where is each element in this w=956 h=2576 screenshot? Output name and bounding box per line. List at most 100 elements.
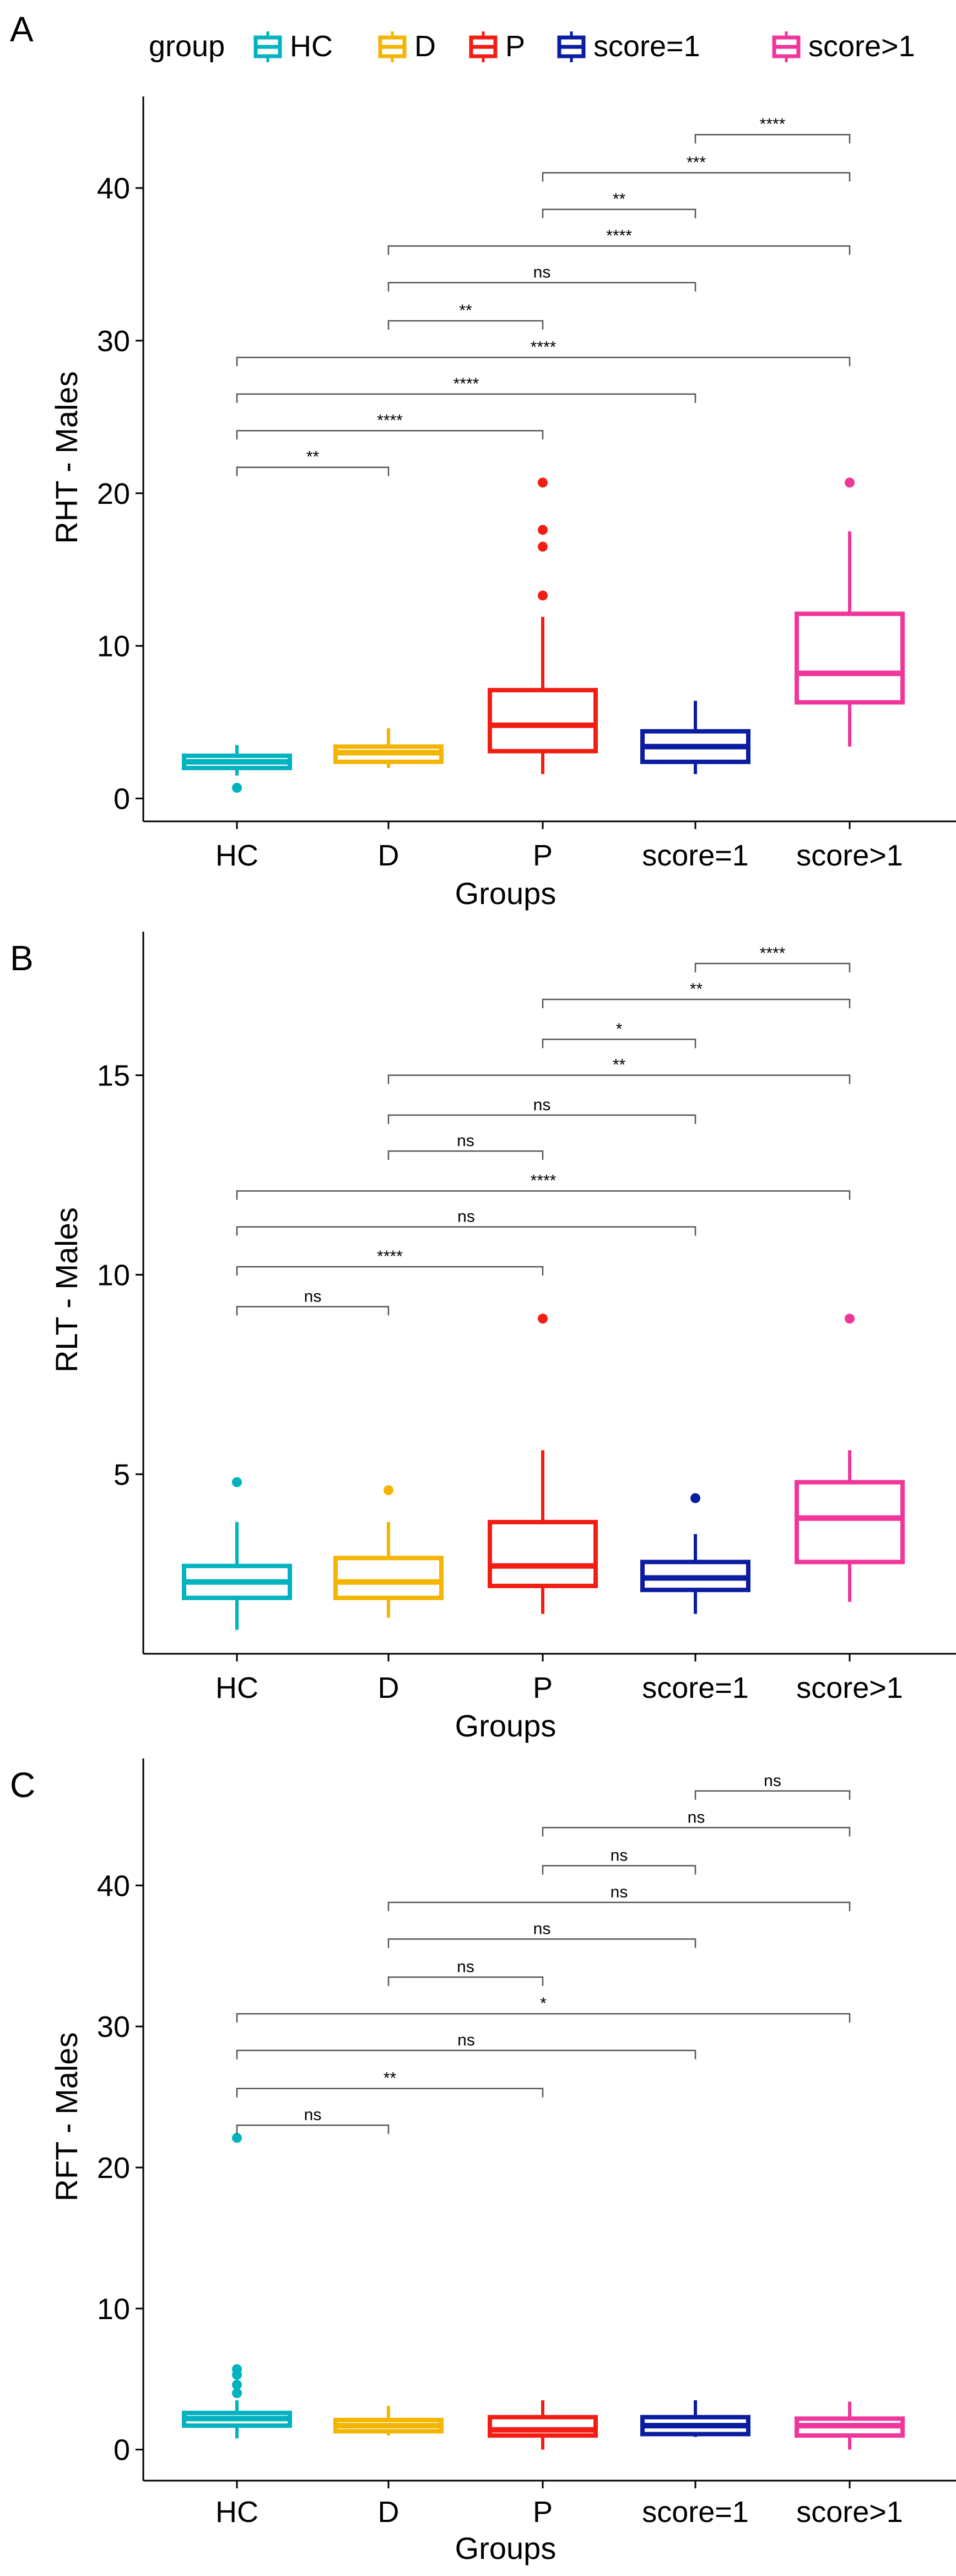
comparison-label: **** [531, 338, 557, 356]
comparison-bracket [387, 1114, 696, 1124]
box-d [333, 2406, 444, 2436]
x-tick-label-p: P [533, 839, 553, 872]
comparison-hc-vs-scoreeq1: ns [236, 1208, 696, 1236]
legend-label-p: P [505, 30, 525, 63]
x-tick-label-scoregt1: score>1 [796, 1671, 903, 1704]
outlier-point [538, 590, 548, 601]
comparison-bracket [236, 430, 544, 440]
comparison-label: ns [533, 263, 551, 282]
comparison-bracket [542, 172, 851, 182]
x-tick-label-d: D [378, 839, 399, 872]
y-axis-title: RHT - Males [49, 371, 84, 544]
comparison-hc-vs-p: **** [236, 1247, 544, 1276]
comparison-d-vs-scoreeq1: ns [387, 1920, 696, 1948]
comparison-bracket [236, 1226, 696, 1236]
outlier-point [690, 1493, 700, 1503]
box-scoreeq1 [640, 2400, 750, 2437]
comparison-hc-vs-scoreeq1: **** [236, 375, 696, 403]
y-tick-label: 30 [97, 2010, 130, 2043]
comparison-d-vs-scoreeq1: ns [387, 263, 696, 292]
comparison-label: * [540, 1994, 547, 2013]
comparison-bracket [236, 466, 390, 476]
outlier-point [232, 2364, 242, 2374]
comparison-d-vs-p: ns [387, 1132, 544, 1160]
box-p [488, 2400, 598, 2450]
x-tick-label-d: D [378, 1671, 399, 1704]
comparison-label: *** [687, 153, 706, 171]
legend-key-scoregt1 [772, 31, 801, 62]
panel-label: A [10, 9, 34, 49]
comparison-scoreeq1-vs-scoregt1: **** [694, 944, 851, 972]
comparison-label: ns [611, 1883, 628, 1901]
comparison-d-vs-scoregt1: ** [387, 1056, 851, 1084]
comparison-d-vs-p: ** [387, 302, 544, 330]
x-tick-label-d: D [378, 2496, 399, 2529]
outlier-point [538, 525, 548, 535]
comparison-bracket [542, 998, 851, 1009]
comparison-d-vs-scoregt1: ns [387, 1883, 851, 1911]
y-tick-label: 40 [97, 1869, 130, 1902]
outlier-point [384, 1485, 393, 1496]
x-tick-label-scoregt1: score>1 [796, 839, 903, 872]
y-tick-label: 20 [97, 2152, 130, 2185]
comparison-label: ns [764, 1772, 781, 1790]
comparison-hc-vs-d: ** [236, 448, 390, 476]
legend-key-hc [253, 31, 282, 62]
comparison-bracket [387, 282, 696, 292]
panel-label: B [10, 938, 34, 978]
comparison-label: ** [384, 2069, 397, 2088]
panel-label: C [10, 1765, 35, 1805]
comparison-bracket [387, 1901, 851, 1911]
legend-key-d [378, 31, 407, 62]
comparison-hc-vs-d: ns [236, 2106, 390, 2134]
comparison-d-vs-p: ns [387, 1958, 544, 1986]
box-hc [182, 745, 292, 793]
comparison-hc-vs-scoregt1: **** [236, 338, 851, 367]
outlier-point [232, 2388, 242, 2398]
box-scoregt1 [795, 1314, 905, 1602]
comparison-label: * [616, 1020, 623, 1038]
comparison-p-vs-scoreeq1: * [542, 1020, 696, 1048]
box-p [488, 477, 598, 775]
comparison-label: ns [457, 1132, 474, 1150]
y-tick-label: 10 [97, 2293, 130, 2326]
y-axis-title: RLT - Males [49, 1207, 84, 1373]
comparison-bracket [236, 1306, 390, 1316]
outlier-point [845, 1314, 855, 1324]
comparison-bracket [236, 2124, 390, 2134]
comparison-bracket [542, 1039, 696, 1048]
box-p [488, 1314, 598, 1614]
outlier-point [232, 783, 242, 793]
box-body [488, 1520, 598, 1588]
legend-title: group [149, 30, 225, 63]
y-tick-label: 10 [97, 630, 130, 663]
comparison-bracket [694, 962, 851, 972]
box-scoreeq1 [640, 701, 750, 775]
outlier-point [232, 1477, 242, 1487]
outlier-point [845, 477, 855, 488]
comparison-bracket [387, 320, 544, 330]
comparison-label: **** [760, 944, 786, 962]
comparison-d-vs-scoreeq1: ns [387, 1096, 696, 1124]
comparison-scoreeq1-vs-scoregt1: ns [694, 1772, 851, 1800]
comparison-label: ns [533, 1920, 551, 1938]
comparison-label: ** [459, 302, 472, 320]
comparison-label: **** [377, 1247, 403, 1266]
outlier-point [538, 541, 548, 552]
comparison-bracket [387, 1074, 851, 1084]
comparison-label: **** [760, 115, 786, 133]
comparison-bracket [236, 2050, 696, 2059]
y-tick-label: 40 [97, 172, 130, 205]
outlier-point [538, 1314, 548, 1324]
comparison-hc-vs-d: ns [236, 1287, 390, 1316]
comparison-bracket [236, 1190, 851, 1200]
comparison-bracket [694, 1790, 851, 1800]
box-body [795, 611, 905, 705]
comparison-label: ** [613, 1056, 626, 1074]
comparison-bracket [236, 1266, 544, 1276]
